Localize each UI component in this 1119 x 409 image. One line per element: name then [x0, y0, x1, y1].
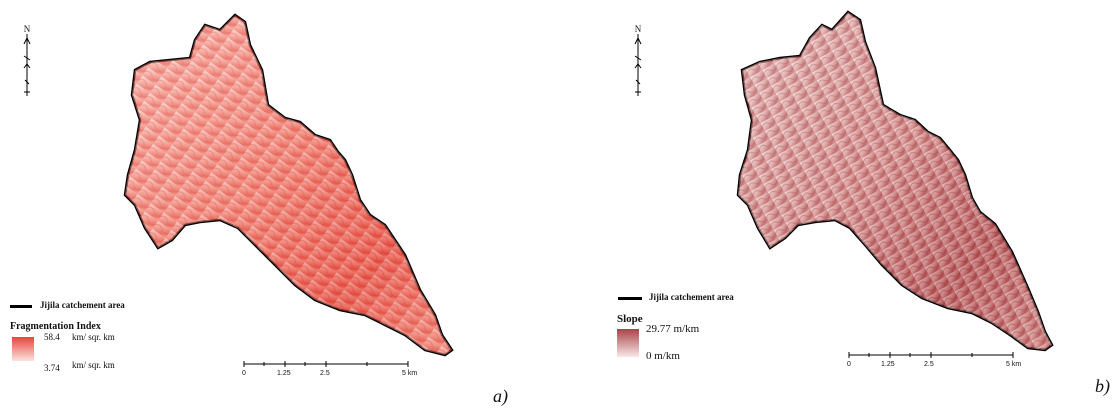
- ramp-min-unit: km/ sqr. km: [72, 360, 115, 370]
- map-panel-a: N Jijila catchement area Fragmentation I…: [10, 13, 508, 406]
- color-ramp: [617, 329, 639, 357]
- scale-tick-label: 5 km: [1006, 361, 1022, 368]
- catchment-map-fragmentation: [123, 13, 454, 357]
- scale-tick-label: 0: [847, 361, 851, 368]
- catchment-boundary-swatch: [618, 297, 642, 300]
- legend-title: Fragmentation Index: [10, 321, 101, 332]
- scale-tick-label: 2.5: [320, 370, 330, 377]
- catchment-boundary-label: Jijila catchement area: [40, 300, 125, 310]
- ramp-max-value: 58.4: [44, 332, 60, 342]
- legend-title: Slope: [617, 313, 643, 325]
- ramp-max-unit: km/ sqr. km: [72, 332, 115, 342]
- catchment-boundary-label: Jijila catchement area: [649, 292, 734, 302]
- scale-tick-label: 5 km: [402, 370, 418, 377]
- scale-tick-label: 1.25: [277, 370, 291, 377]
- scale-bar: [848, 352, 1014, 358]
- panel-label: b): [1095, 376, 1110, 396]
- catchment-map-slope: [736, 10, 1054, 352]
- scale-bar: [243, 361, 409, 367]
- north-arrow: N: [633, 24, 643, 98]
- ramp-min-value: 0 m/km: [646, 350, 680, 362]
- north-arrow-icon: [23, 34, 31, 96]
- scale-tick-label: 2.5: [924, 361, 934, 368]
- color-ramp: [12, 337, 34, 361]
- catchment-boundary-swatch: [10, 305, 32, 308]
- north-arrow: N: [22, 24, 32, 98]
- scale-tick-label: 0: [242, 370, 246, 377]
- ramp-max-value: 29.77 m/km: [646, 323, 700, 335]
- map-panel-b: N Jijila catchement area Slope 29.77 m/k…: [560, 0, 1119, 409]
- panel-label: a): [493, 386, 508, 406]
- north-arrow-icon: [634, 34, 642, 96]
- scale-tick-label: 1.25: [881, 361, 895, 368]
- ramp-min-value: 3.74: [44, 363, 60, 373]
